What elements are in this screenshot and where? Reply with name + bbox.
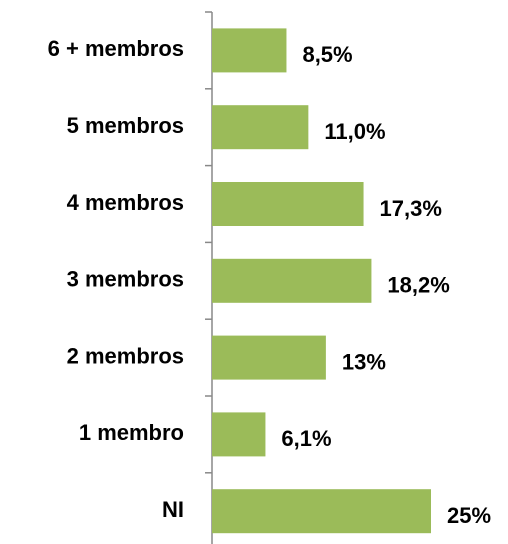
bar [212,335,326,380]
bar [212,258,372,303]
y-tick-label: NI [162,497,184,522]
bar [212,489,431,534]
value-label: 8,5% [302,42,352,67]
y-tick-label: 1 membro [79,420,184,445]
value-label: 6,1% [281,426,331,451]
value-label: 11,0% [324,119,385,144]
y-tick-label: 4 membros [67,190,184,215]
y-tick-label: 6 + membros [48,36,184,61]
value-label: 25% [447,503,491,528]
bar [212,182,364,226]
value-label: 13% [342,349,386,374]
bar [212,105,309,150]
bar [212,28,287,73]
y-tick-label: 3 membros [67,267,184,292]
value-label: 17,3% [380,196,442,221]
y-tick-label: 2 membros [67,343,184,368]
bar [212,412,266,457]
value-label: 18,2% [387,273,449,298]
y-tick-label: 5 membros [67,113,184,138]
